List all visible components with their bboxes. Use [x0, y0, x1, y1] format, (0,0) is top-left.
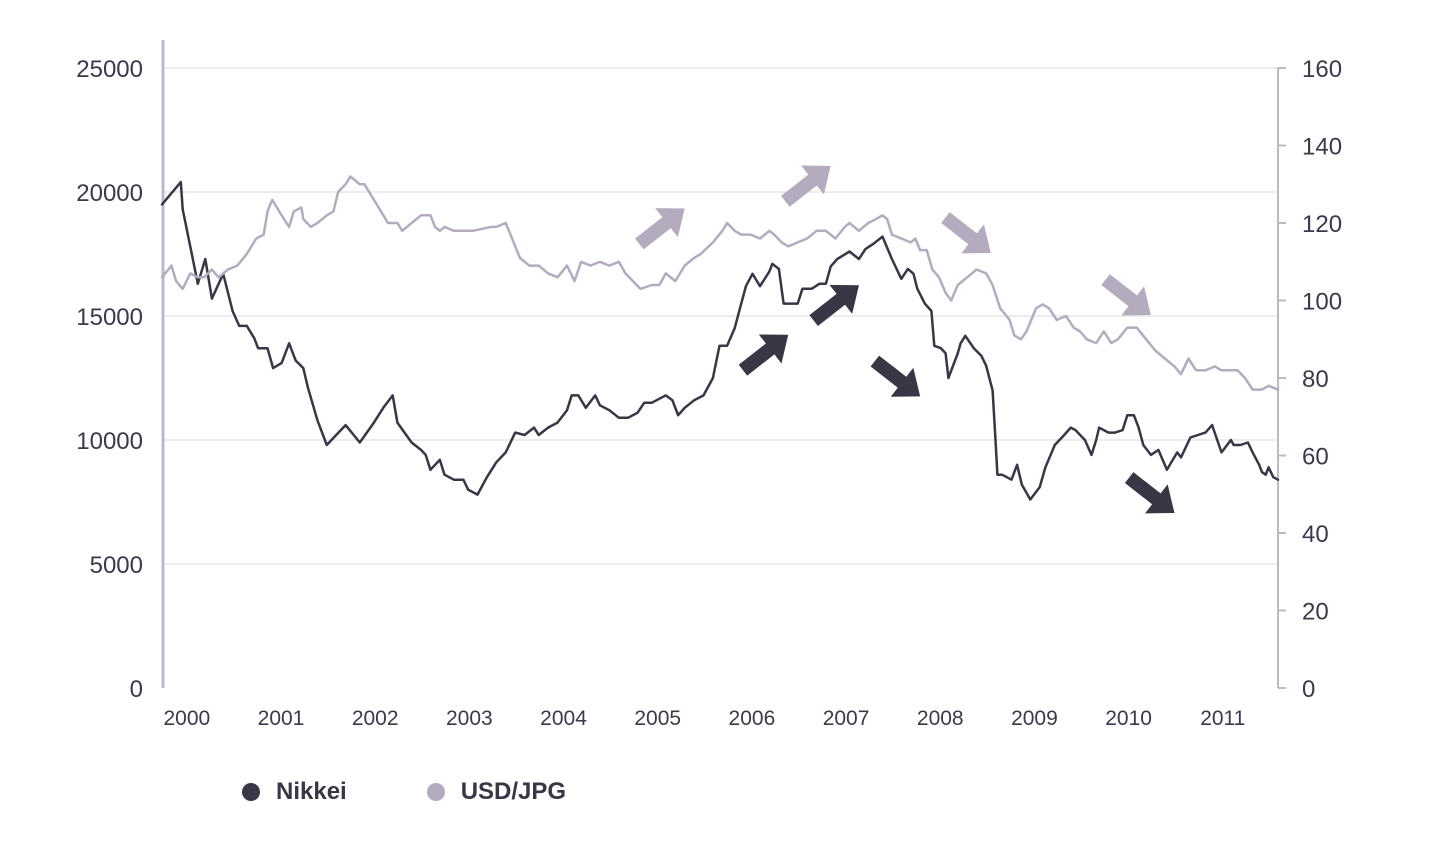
y-left-tick-label: 0	[130, 676, 143, 703]
y-left-tick-label: 5000	[90, 552, 143, 579]
trend-arrow-nikkei-up	[738, 334, 789, 376]
legend-swatch-nikkei	[242, 783, 260, 801]
trend-arrow-nikkei-up	[809, 284, 859, 327]
y-right-tick-label: 20	[1302, 599, 1329, 626]
x-tick-label: 2004	[540, 707, 587, 730]
trend-arrow-usdjpy-down	[941, 212, 991, 254]
y-right-tick-label: 40	[1302, 521, 1329, 548]
x-tick-label: 2011	[1200, 707, 1245, 730]
x-tick-label: 2000	[163, 707, 210, 730]
y-left-tick-label: 15000	[76, 304, 143, 331]
x-tick-label: 2007	[823, 707, 870, 730]
x-tick-label: 2008	[917, 707, 964, 730]
trend-arrow-nikkei-down	[1124, 472, 1175, 514]
x-tick-label: 2010	[1105, 707, 1152, 730]
axes	[161, 40, 1286, 689]
x-tick-label: 2001	[258, 707, 305, 730]
series-lines	[160, 175, 1280, 501]
x-tick-label: 2005	[634, 707, 681, 730]
trend-arrow-usdjpy-up	[781, 165, 831, 207]
trend-arrows	[635, 165, 1175, 514]
legend-label-usdjpy: USD/JPG	[460, 778, 567, 805]
y-right-tick-label: 80	[1302, 366, 1329, 393]
x-tick-label: 2009	[1011, 707, 1058, 730]
series-line-nikkei	[160, 180, 1280, 501]
y-right-tick-label: 140	[1302, 134, 1342, 161]
y-right-tick-label: 0	[1302, 676, 1315, 703]
series-line-usdjpy	[160, 175, 1280, 391]
y-right-tick-label: 120	[1302, 211, 1342, 238]
x-tick-label: 2002	[352, 707, 399, 730]
y-left-tick-label: 20000	[76, 180, 143, 207]
tick-labels: 0 5000 10000 15000 20000 25000 0 20 40 60 80 100 120…	[76, 56, 1342, 730]
legend: Nikkei USD/JPG	[242, 778, 566, 806]
x-tick-label: 2003	[446, 707, 493, 730]
x-tick-label: 2006	[729, 707, 776, 730]
y-right-tick-label: 160	[1302, 56, 1342, 83]
trend-arrow-usdjpy-up	[635, 208, 685, 250]
trend-arrow-nikkei-down	[870, 355, 921, 397]
legend-item-nikkei: Nikkei	[242, 778, 347, 806]
legend-item-usdjpy: USD/JPG	[426, 778, 567, 806]
grid	[162, 67, 1278, 565]
legend-swatch-usdjpy	[426, 783, 445, 801]
y-left-tick-label: 10000	[76, 428, 143, 455]
legend-label-nikkei: Nikkei	[276, 778, 347, 805]
y-right-tick-label: 100	[1302, 289, 1342, 316]
trend-arrow-usdjpy-down	[1101, 274, 1151, 316]
y-right-tick-label: 60	[1302, 444, 1329, 471]
y-left-tick-label: 25000	[76, 56, 143, 83]
